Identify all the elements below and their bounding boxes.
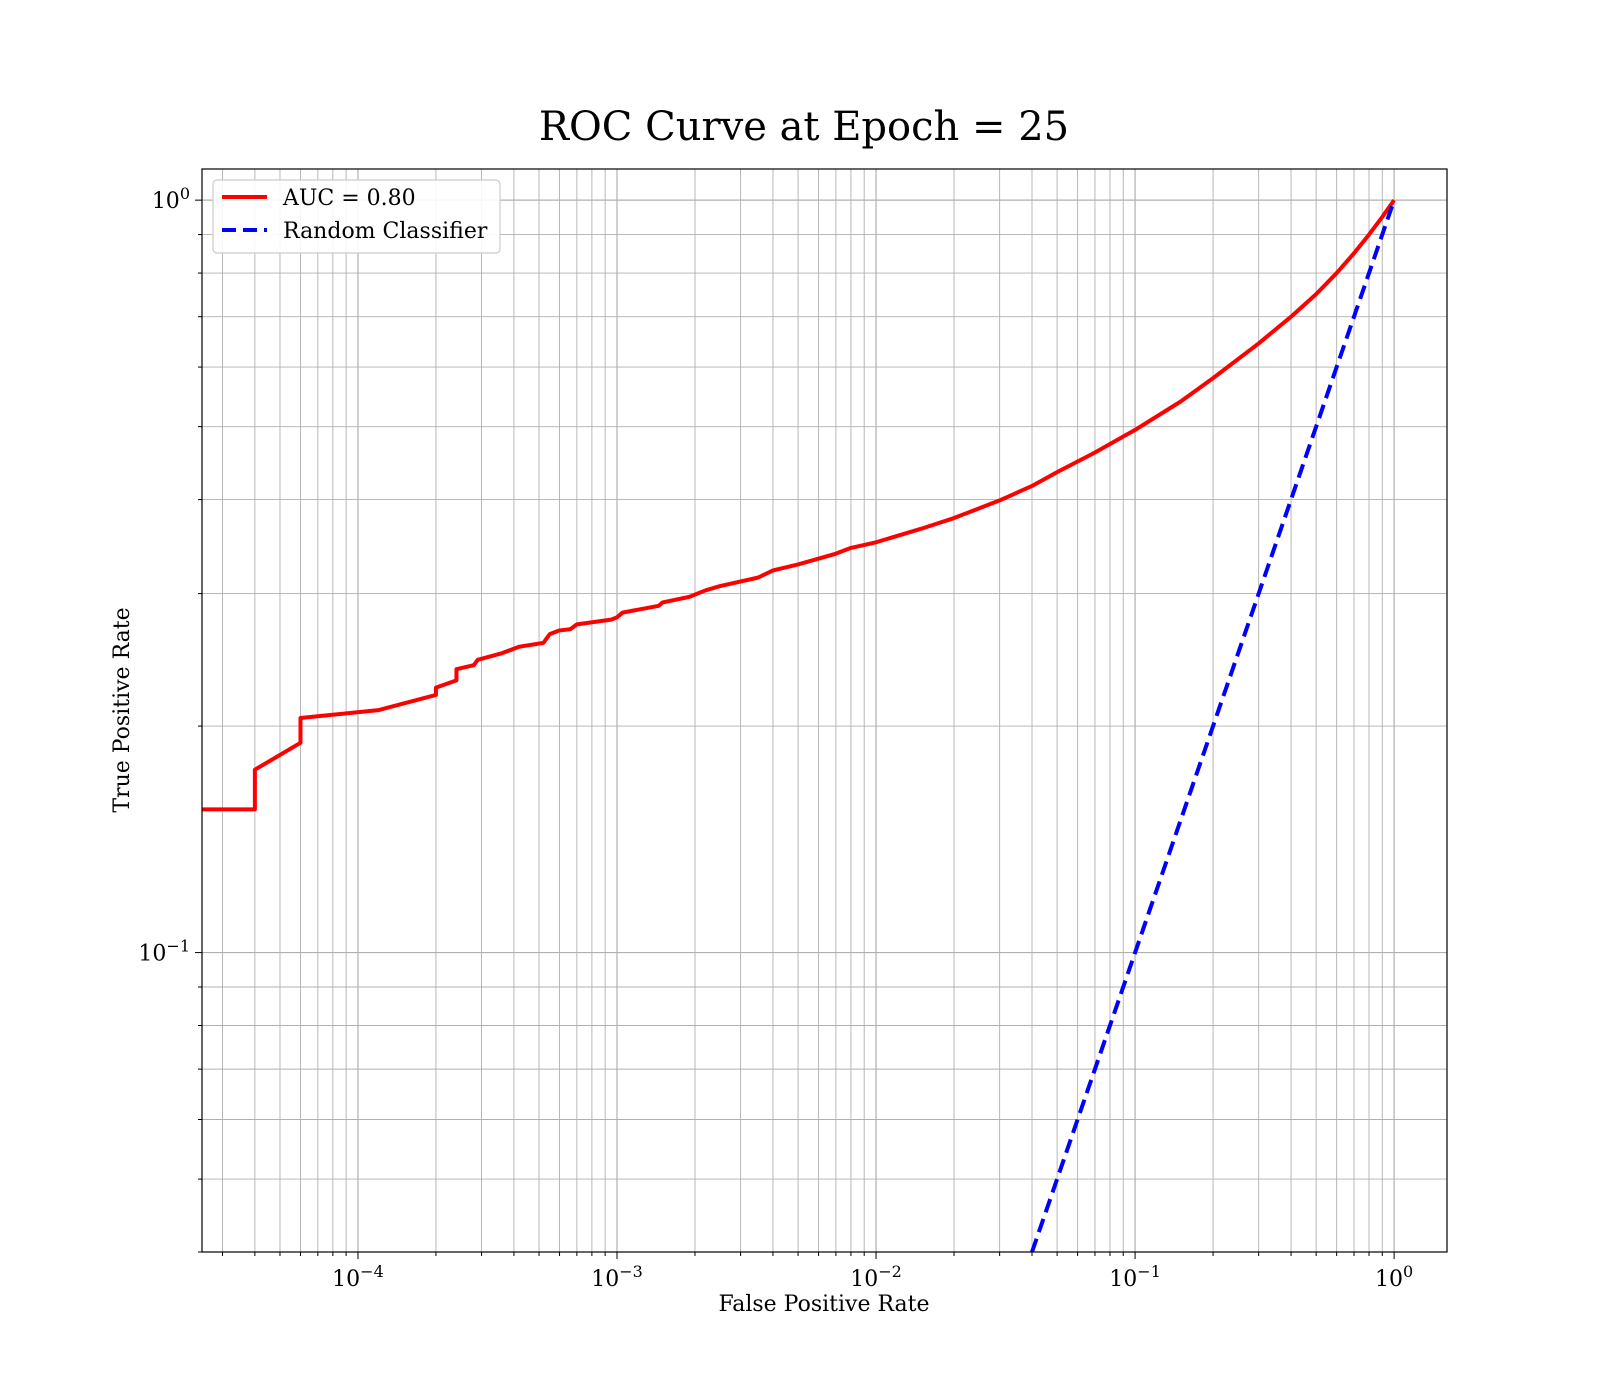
- minor-grid-y: [202, 234, 1447, 1253]
- y-axis-label: True Positive Rate: [110, 607, 135, 812]
- x-tick-label: 10−3: [591, 1262, 643, 1292]
- y-tick-label: 100: [152, 184, 190, 214]
- y-axis-ticks: 10−1 100: [138, 184, 202, 1253]
- x-axis-label: False Positive Rate: [718, 1292, 929, 1317]
- series-line-random-classifier: [1030, 199, 1397, 1253]
- minor-grid-x: [222, 169, 1383, 1252]
- x-tick-label: 10−2: [850, 1262, 902, 1292]
- legend-box: [212, 179, 501, 254]
- legend-label-random-classifier: Random Classifier: [283, 219, 488, 244]
- x-tick-label: 10−1: [1109, 1262, 1161, 1292]
- legend-label-auc: AUC = 0.80: [282, 186, 416, 211]
- plot-area: [202, 169, 1447, 1252]
- x-axis-ticks: 10−4 10−3 10−2 10−1 100: [222, 1252, 1413, 1292]
- chart-title: ROC Curve at Epoch = 25: [539, 104, 1069, 150]
- y-tick-label: 10−1: [138, 937, 190, 967]
- x-tick-label: 10−4: [332, 1262, 384, 1292]
- series-line-auc: [202, 198, 1396, 812]
- x-tick-label: 100: [1375, 1262, 1413, 1292]
- plot-frame: [201, 168, 1448, 1253]
- legend: AUC = 0.80 Random Classifier: [212, 179, 501, 254]
